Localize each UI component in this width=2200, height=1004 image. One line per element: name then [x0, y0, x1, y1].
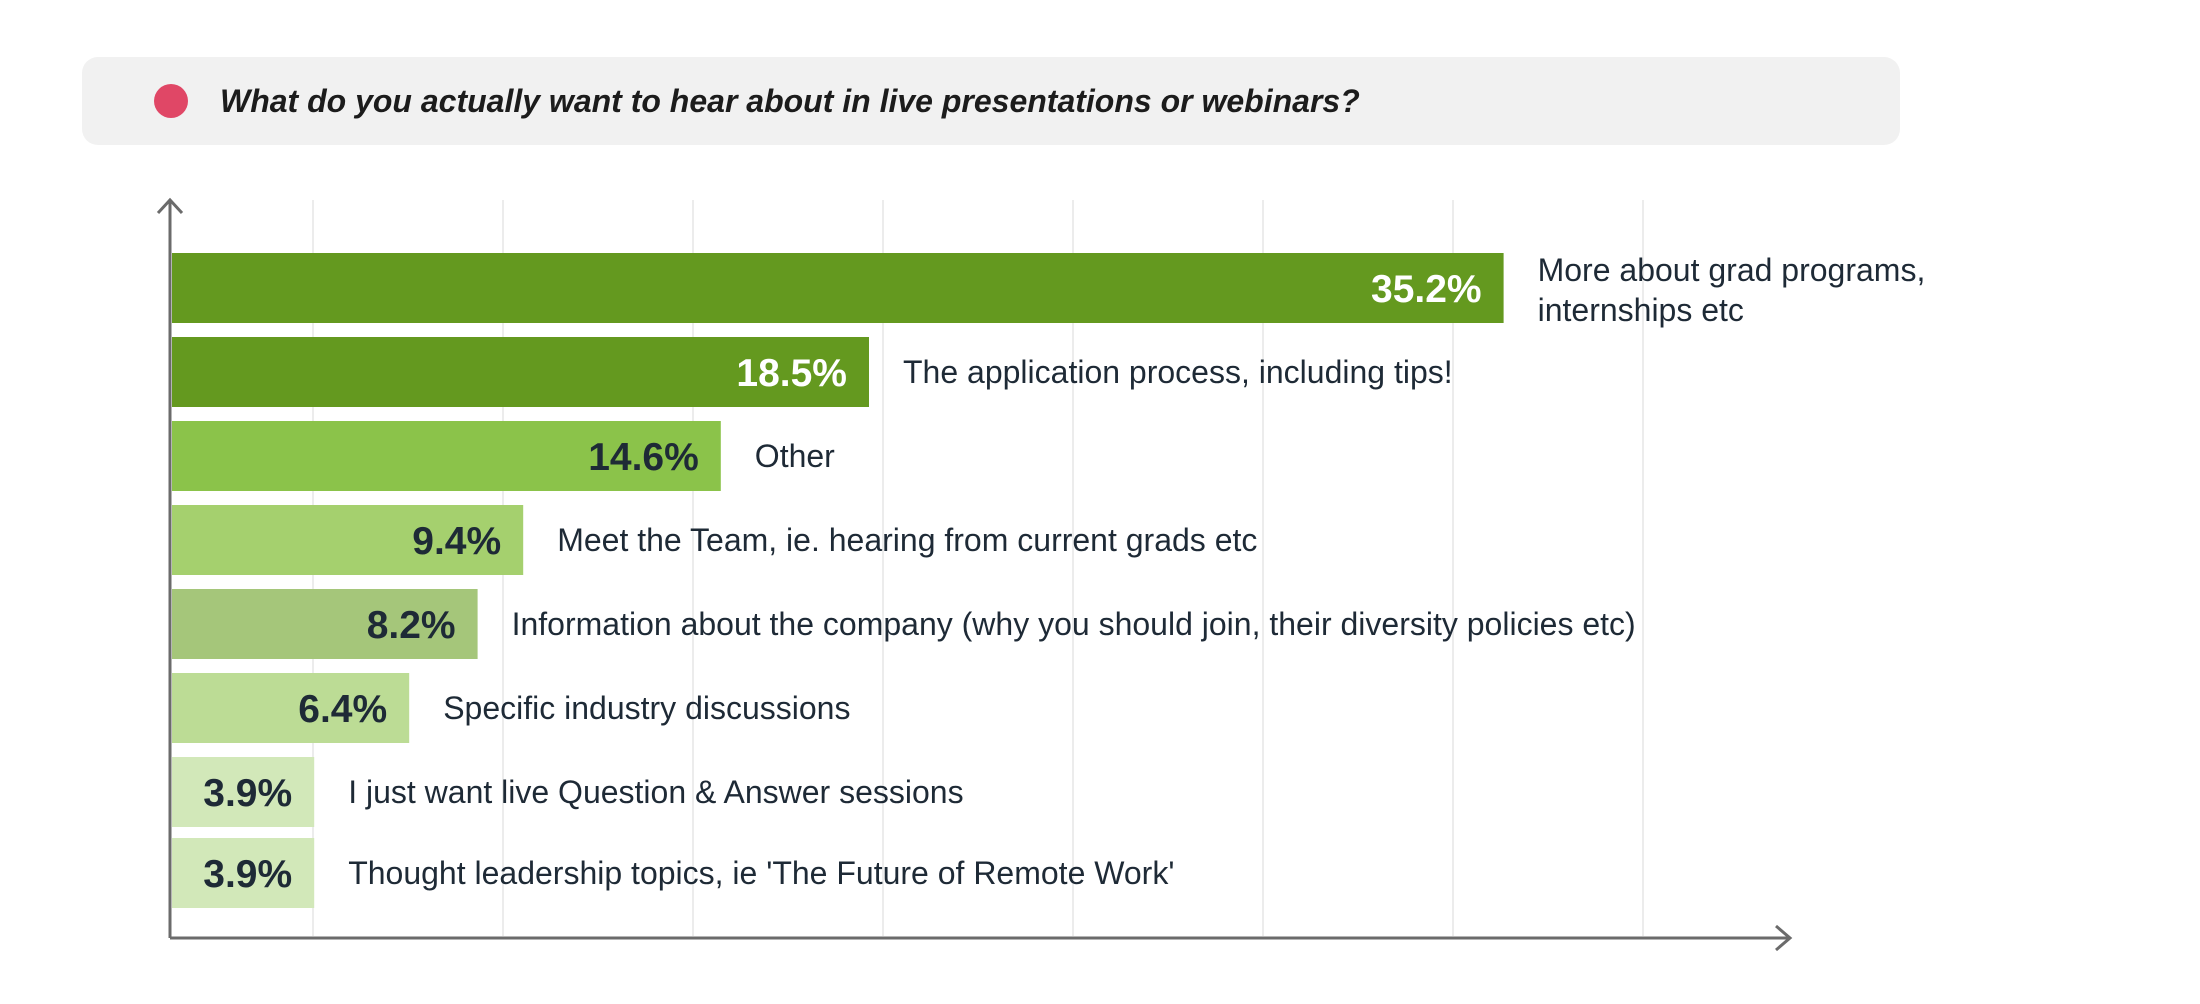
x-axis-arrow — [1775, 924, 1793, 952]
bar-category-label: Other — [755, 438, 835, 474]
bar — [172, 673, 410, 743]
y-axis-arrow — [156, 197, 184, 215]
bar — [172, 421, 721, 491]
title-bullet-dot — [154, 84, 188, 118]
bar — [172, 505, 524, 575]
bar-category-label: I just want live Question & Answer sessi… — [348, 774, 963, 810]
chart-title: What do you actually want to hear about … — [220, 83, 1360, 119]
bar — [172, 337, 869, 407]
bar-value-label: 3.9% — [203, 853, 292, 896]
bar — [172, 589, 478, 659]
bar-category-label: Information about the company (why you s… — [512, 606, 1636, 642]
bar-value-label: 3.9% — [203, 772, 292, 815]
bar-value-label: 9.4% — [412, 520, 501, 563]
bar-value-label: 18.5% — [736, 352, 847, 395]
bar — [172, 838, 315, 908]
chart-title-box: What do you actually want to hear about … — [82, 57, 1900, 145]
bar — [172, 757, 315, 827]
bar-value-label: 8.2% — [367, 604, 456, 647]
bar-category-label: Specific industry discussions — [443, 690, 850, 726]
bar-value-label: 14.6% — [588, 436, 699, 479]
bar-category-label: Thought leadership topics, ie 'The Futur… — [348, 855, 1174, 891]
bar-category-label: More about grad programs, internships etc — [1538, 252, 1926, 328]
bar-category-label: The application process, including tips! — [903, 354, 1453, 390]
bar-category-label: Meet the Team, ie. hearing from current … — [557, 522, 1257, 558]
bar — [172, 253, 1504, 323]
bar-value-label: 6.4% — [298, 688, 387, 731]
bar-value-label: 35.2% — [1371, 268, 1482, 311]
